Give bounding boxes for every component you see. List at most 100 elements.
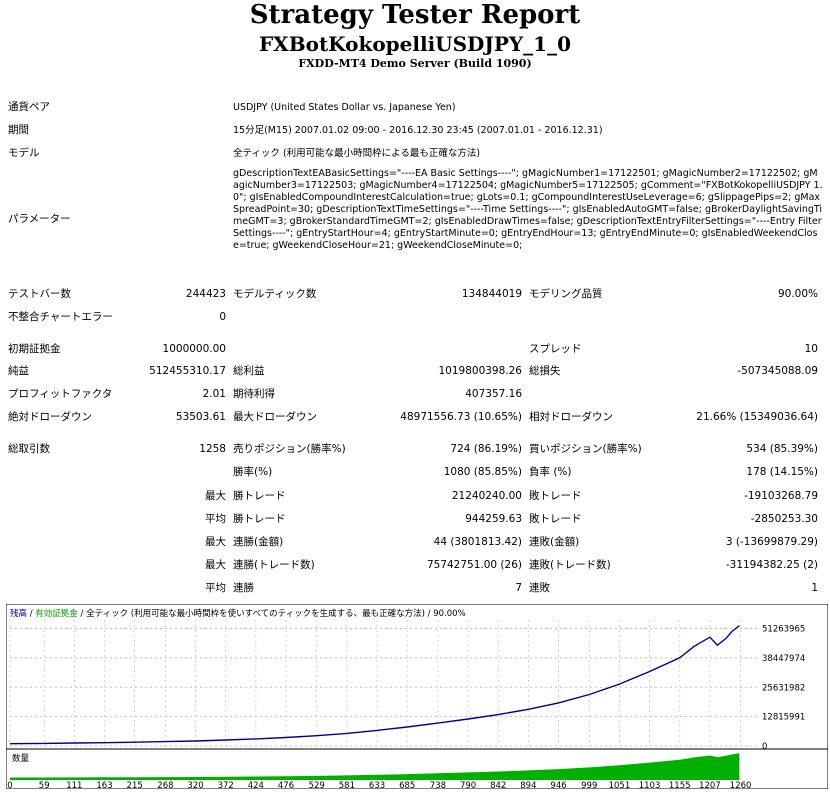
x-tick-label: 1207 [699,781,721,789]
model-value: 全ティック (利用可能な最小時間枠による最も正確な方法) [233,148,481,159]
largest-loss-label: 敗トレード [529,490,582,502]
pf-label: プロフィットファクタ [8,388,113,400]
ticks-label: モデルティック数 [233,288,317,300]
loss-label: 負率 (%) [529,466,572,478]
ea-name: FXBotKokopelliUSDJPY_1_0 [258,32,572,56]
max-label-1: 最大 [205,490,226,502]
ticks-value: 134844019 [461,288,522,300]
y-tick-label: 0 [762,742,767,749]
gross-loss-value: -507345088.09 [737,365,818,377]
avg-cons-loss-label: 連敗 [529,582,550,594]
max-cons-loss-label: 連敗(金額) [529,536,580,548]
net-value: 512455310.17 [149,365,226,377]
x-tick-label: 0 [7,781,12,789]
max-cons-win-label: 連勝(金額) [233,536,284,548]
net-label: 純益 [8,365,29,377]
long-label: 買いポジション(勝率%) [529,443,642,455]
x-tick-label: 372 [218,781,234,789]
avg-loss-label: 敗トレード [529,513,582,525]
balance-chart: 51263965 38447974 25631982 12815991 0 [6,604,828,749]
long-value: 534 (85.39%) [746,443,818,455]
avg-win-value: 944259.63 [465,513,522,525]
x-tick-label: 581 [339,781,355,789]
max-cons-profit-value: 75742751.00 (26) [426,559,522,571]
avg-loss-value: -2850253.30 [750,513,818,525]
spread-label: スプレッド [529,343,582,355]
x-tick-label: 1051 [609,781,631,789]
max-cons-profit-label: 連勝(トレード数) [233,559,315,571]
x-tick-label: 633 [369,781,385,789]
x-tick-label: 268 [157,781,173,789]
params-value: gDescriptionTextEABasicSettings="----EA … [233,168,823,251]
legend-sep: / [27,609,36,619]
gross-loss-label: 総損失 [529,365,561,377]
x-tick-label: 685 [399,781,415,789]
x-tick-label: 215 [127,781,143,789]
spread-value: 10 [804,343,818,355]
model-label: モデル [8,147,40,159]
pf-value: 2.01 [202,388,226,400]
balance-line [9,625,740,745]
largest-win-label: 勝トレード [233,490,286,502]
deposit-label: 初期証拠金 [8,343,61,355]
symbol-label: 通貨ペア [8,101,50,113]
x-tick-label: 790 [460,781,476,789]
win-value: 1080 (85.85%) [443,466,522,478]
expected-value: 407357.16 [465,388,522,400]
chart-legend: 残高 / 有効証拠金 / 全ティック (利用可能な最小時間枠を使いすべてのティッ… [10,607,466,619]
gross-profit-label: 総利益 [233,365,265,377]
max-cons-lossamt-value: -31194382.25 (2) [725,559,818,571]
trades-value: 1258 [199,443,226,455]
avg-label-2: 平均 [205,582,226,594]
short-label: 売りポジション(勝率%) [233,443,346,455]
expected-label: 期待利得 [233,388,275,400]
avg-label-1: 平均 [205,513,226,525]
avg-win-label: 勝トレード [233,513,286,525]
x-tick-label: 59 [39,781,50,789]
short-value: 724 (86.19%) [450,443,522,455]
legend-rest: / 全ティック (利用可能な最小時間枠を使いすべてのティックを生成する、最も正確… [77,609,466,619]
mismatch-label: 不整合チャートエラー [8,311,113,323]
max-cons-loss-value: 3 (-13699879.29) [725,536,818,548]
volume-area [10,753,740,780]
avg-cons-loss-value: 1 [811,582,818,594]
server-name: FXDD-MT4 Demo Server (Build 1090) [298,57,532,70]
win-label: 勝率(%) [233,466,273,478]
max-cons-lossamt-label: 連敗(トレード数) [529,559,611,571]
legend-balance: 残高 [10,609,28,619]
avg-cons-win-label: 連勝 [233,582,254,594]
x-tick-label: 946 [550,781,566,789]
x-tick-label: 111 [66,781,82,789]
x-tick-label: 738 [430,781,446,789]
legend-equity: 有効証拠金 [35,609,78,619]
x-tick-label: 529 [309,781,325,789]
x-tick-label: 424 [248,781,264,789]
x-tick-label: 1155 [669,781,691,789]
period-value: 15分足(M15) 2007.01.02 09:00 - 2016.12.30 … [233,125,603,136]
bars-value: 244423 [185,288,226,300]
largest-win-value: 21240240.00 [451,490,522,502]
deposit-value: 1000000.00 [162,343,226,355]
params-label: パラメーター [8,213,71,225]
x-tick-label: 894 [520,781,536,789]
y-tick-label: 51263965 [762,625,805,635]
max-label-3: 最大 [205,559,226,571]
volume-chart: 0 59 111 163 215 268 320 372 424 476 529 581 633 685 7… [6,749,828,789]
y-tick-label: 25631982 [762,683,805,693]
max-dd-label: 最大ドローダウン [233,411,317,423]
max-dd-value: 48971556.73 (10.65%) [400,411,522,423]
abs-dd-label: 絶対ドローダウン [8,411,92,423]
x-tick-label: 163 [96,781,112,789]
quality-value: 90.00% [777,288,818,300]
max-label-2: 最大 [205,536,226,548]
symbol-value: USDJPY (United States Dollar vs. Japanes… [233,102,456,113]
gross-profit-value: 1019800398.26 [438,365,522,377]
report-title: Strategy Tester Report [249,0,581,30]
x-tick-label: 1260 [730,781,752,789]
max-cons-win-value: 44 (3801813.42) [433,536,522,548]
bars-label: テストバー数 [8,288,71,300]
trades-label: 総取引数 [8,443,50,455]
x-tick-label: 999 [581,781,597,789]
rel-dd-label: 相対ドローダウン [529,411,613,423]
quality-label: モデリング品質 [529,288,603,300]
